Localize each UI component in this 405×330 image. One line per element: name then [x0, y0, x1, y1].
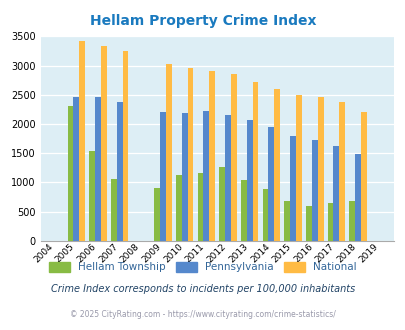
Bar	[89, 151, 95, 241]
Bar	[209, 71, 215, 241]
Bar	[187, 68, 193, 241]
Bar	[360, 112, 366, 241]
Bar	[295, 95, 301, 241]
Bar	[160, 112, 166, 241]
Bar	[73, 97, 79, 241]
Bar	[333, 146, 339, 241]
Bar	[305, 206, 311, 241]
Bar	[284, 201, 290, 241]
Bar	[327, 203, 333, 241]
Bar	[166, 64, 171, 241]
Bar	[230, 74, 236, 241]
Bar	[95, 96, 101, 241]
Bar	[197, 173, 203, 241]
Bar	[117, 102, 122, 241]
Legend: Hellam Township, Pennsylvania, National: Hellam Township, Pennsylvania, National	[45, 258, 360, 277]
Bar	[122, 51, 128, 241]
Bar	[354, 154, 360, 241]
Bar	[203, 111, 209, 241]
Bar	[339, 102, 344, 241]
Text: Hellam Property Crime Index: Hellam Property Crime Index	[90, 15, 315, 28]
Bar	[219, 167, 224, 241]
Bar	[111, 179, 117, 241]
Bar	[290, 136, 295, 241]
Bar	[224, 115, 230, 241]
Bar	[246, 120, 252, 241]
Bar	[101, 46, 107, 241]
Bar	[317, 97, 323, 241]
Bar	[67, 107, 73, 241]
Bar	[181, 114, 187, 241]
Bar	[240, 180, 246, 241]
Bar	[348, 201, 354, 241]
Text: © 2025 CityRating.com - https://www.cityrating.com/crime-statistics/: © 2025 CityRating.com - https://www.city…	[70, 310, 335, 319]
Bar	[262, 189, 268, 241]
Bar	[268, 127, 274, 241]
Bar	[175, 176, 181, 241]
Bar	[252, 82, 258, 241]
Bar	[79, 41, 85, 241]
Bar	[154, 188, 160, 241]
Bar	[311, 140, 317, 241]
Text: Crime Index corresponds to incidents per 100,000 inhabitants: Crime Index corresponds to incidents per…	[51, 284, 354, 294]
Bar	[274, 89, 279, 241]
